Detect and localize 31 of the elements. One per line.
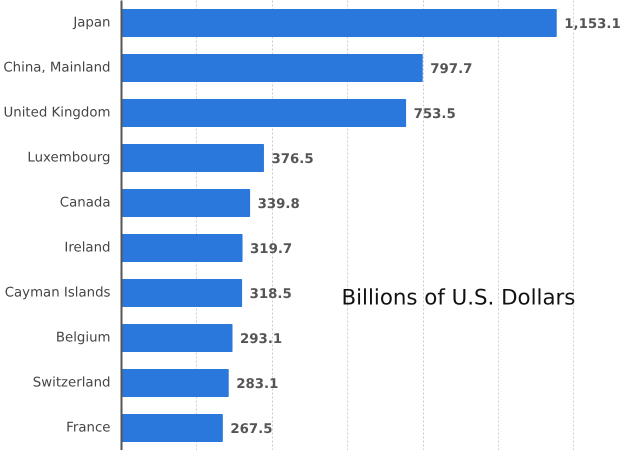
bar xyxy=(122,9,557,37)
bar xyxy=(122,189,250,217)
y-tick-label: Belgium xyxy=(56,330,110,346)
data-label: 267.5 xyxy=(230,422,273,437)
y-tick-label: Canada xyxy=(60,196,111,210)
bar xyxy=(122,144,264,172)
y-tick-label: Japan xyxy=(72,16,111,30)
data-label: 797.7 xyxy=(430,62,472,77)
data-label: 753.5 xyxy=(414,107,456,122)
data-label: 376.5 xyxy=(271,152,314,167)
y-tick-label: Luxembourg xyxy=(27,150,111,166)
y-tick-label: United Kingdom xyxy=(4,106,111,120)
data-label: 283.1 xyxy=(236,377,278,392)
bar xyxy=(122,279,242,307)
bar xyxy=(122,369,229,397)
data-label: 293.1 xyxy=(240,332,282,347)
data-label: 319.7 xyxy=(250,242,292,257)
y-tick-label: Switzerland xyxy=(32,376,111,390)
bar xyxy=(122,414,223,442)
y-tick-label: Cayman Islands xyxy=(4,286,111,300)
annotation: Billions of U.S. Dollars xyxy=(342,286,576,310)
bar xyxy=(122,99,406,127)
bar xyxy=(122,324,233,352)
y-tick-label: France xyxy=(66,420,111,436)
bar xyxy=(122,54,423,82)
data-label: 339.8 xyxy=(258,197,300,212)
data-label: 1,153.1 xyxy=(564,17,621,32)
y-tick-label: China, Mainland xyxy=(3,60,110,76)
data-label: 318.5 xyxy=(250,287,292,302)
bar xyxy=(122,234,243,262)
y-tick-label: Ireland xyxy=(64,240,111,256)
